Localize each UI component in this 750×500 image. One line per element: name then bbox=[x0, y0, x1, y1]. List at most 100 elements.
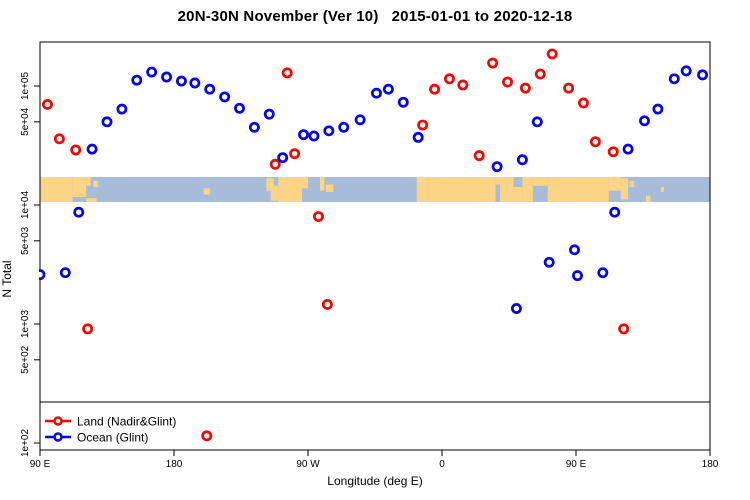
data-point-ocean bbox=[652, 103, 664, 115]
map-land-patch bbox=[500, 177, 514, 202]
data-point-ocean bbox=[397, 96, 409, 108]
data-point-ocean bbox=[697, 69, 709, 81]
data-point-ocean bbox=[323, 125, 335, 137]
data-point-land bbox=[519, 82, 531, 94]
data-point-ocean bbox=[248, 121, 260, 133]
data-point-land bbox=[289, 148, 301, 160]
x-tick-label: 180 bbox=[166, 459, 183, 470]
data-point-ocean bbox=[680, 65, 692, 77]
map-land-patch bbox=[302, 177, 308, 189]
map-strip bbox=[40, 177, 710, 202]
data-point-ocean bbox=[569, 244, 580, 256]
legend-ocean-marker-icon bbox=[53, 432, 63, 442]
map-land-patch bbox=[578, 177, 609, 202]
data-point-ocean bbox=[175, 75, 187, 87]
map-land-patch bbox=[40, 177, 73, 202]
data-point-land bbox=[502, 76, 513, 88]
data-point-land bbox=[577, 97, 589, 109]
map-land-patch bbox=[203, 188, 210, 195]
data-point-ocean bbox=[622, 143, 634, 155]
data-point-land bbox=[473, 150, 485, 162]
map-land-patch bbox=[278, 177, 303, 202]
data-point-land bbox=[312, 211, 324, 222]
map-land-patch bbox=[270, 185, 279, 201]
data-point-ocean bbox=[516, 154, 528, 166]
map-land-patch bbox=[266, 178, 274, 191]
map-land-patch bbox=[645, 195, 651, 202]
data-point-land bbox=[563, 82, 575, 94]
data-point-ocean bbox=[73, 206, 85, 218]
data-point-land bbox=[589, 136, 601, 148]
data-point-ocean bbox=[338, 121, 350, 133]
x-axis-label: Longitude (deg E) bbox=[327, 474, 423, 488]
map-land-patch bbox=[532, 177, 548, 186]
data-point-ocean bbox=[308, 130, 320, 142]
data-point-land bbox=[534, 68, 546, 80]
map-land-patch bbox=[325, 184, 334, 192]
data-point-land bbox=[321, 298, 333, 310]
data-point-ocean bbox=[609, 206, 621, 218]
data-point-land bbox=[269, 158, 281, 170]
data-point-land bbox=[429, 83, 441, 95]
x-axis-ticks: 90 E 180 90 W 0 90 E 180 bbox=[30, 450, 719, 470]
map-land-patch bbox=[72, 177, 87, 197]
data-point-ocean bbox=[531, 116, 543, 128]
map-land-patch bbox=[416, 177, 496, 202]
x-tick-label: 90 W bbox=[296, 459, 320, 470]
map-land-patch bbox=[620, 178, 629, 200]
chart-title: 20N-30N November (Ver 10) 2015-01-01 to … bbox=[177, 8, 573, 25]
data-point-ocean bbox=[204, 83, 216, 95]
data-point-ocean bbox=[639, 115, 650, 127]
map-land-patch bbox=[629, 180, 635, 187]
map-land-patch bbox=[86, 177, 91, 186]
data-point-land bbox=[443, 73, 455, 85]
data-point-land bbox=[546, 48, 558, 60]
data-points bbox=[39, 48, 709, 442]
data-point-ocean bbox=[510, 303, 522, 314]
data-point-land bbox=[457, 79, 469, 91]
legend-ocean-label: Ocean (Glint) bbox=[77, 431, 148, 445]
y-tick-label: 1e+04 bbox=[20, 191, 31, 220]
data-point-ocean bbox=[371, 87, 382, 99]
legend: Land (Nadir&Glint) Ocean (Glint) bbox=[40, 401, 710, 445]
data-point-ocean bbox=[263, 108, 275, 120]
y-axis-ticks: 1e+05 5e+04 1e+04 5e+03 1e+03 5e+02 1e+02 bbox=[20, 72, 40, 458]
data-point-ocean bbox=[572, 270, 583, 282]
map-land-patch bbox=[319, 177, 325, 191]
data-point-ocean bbox=[277, 152, 289, 164]
data-point-ocean bbox=[101, 116, 113, 128]
y-tick-label: 1e+05 bbox=[20, 72, 31, 101]
plot-box bbox=[39, 41, 711, 451]
data-point-ocean bbox=[597, 267, 609, 279]
data-point-land bbox=[281, 67, 293, 79]
data-point-ocean bbox=[161, 71, 173, 83]
y-tick-label: 5e+03 bbox=[20, 226, 31, 255]
data-point-ocean bbox=[354, 114, 366, 126]
data-point-land bbox=[70, 144, 82, 156]
y-tick-label: 1e+03 bbox=[20, 310, 31, 339]
data-point-land bbox=[53, 133, 65, 145]
data-point-land bbox=[41, 98, 53, 110]
data-point-ocean bbox=[189, 77, 201, 89]
data-point-ocean bbox=[131, 74, 143, 86]
map-land-patch bbox=[660, 187, 664, 192]
map-land-patch bbox=[86, 198, 97, 202]
map-land-patch bbox=[608, 177, 621, 191]
data-point-land bbox=[618, 323, 630, 335]
x-tick-label: 90 E bbox=[566, 459, 587, 470]
y-tick-label: 5e+02 bbox=[20, 345, 31, 374]
x-tick-label: 90 E bbox=[30, 459, 51, 470]
map-land-patch bbox=[547, 177, 579, 202]
y-tick-label: 1e+02 bbox=[20, 429, 31, 458]
y-axis-label: N Total bbox=[0, 260, 14, 298]
data-point-ocean bbox=[59, 267, 71, 279]
data-point-ocean bbox=[39, 269, 46, 281]
legend-land-marker-icon bbox=[53, 416, 63, 426]
legend-land-label: Land (Nadir&Glint) bbox=[77, 415, 176, 429]
data-point-land bbox=[417, 119, 429, 131]
data-point-ocean bbox=[412, 131, 424, 143]
data-point-land bbox=[487, 57, 499, 69]
map-land-patch bbox=[93, 180, 99, 187]
